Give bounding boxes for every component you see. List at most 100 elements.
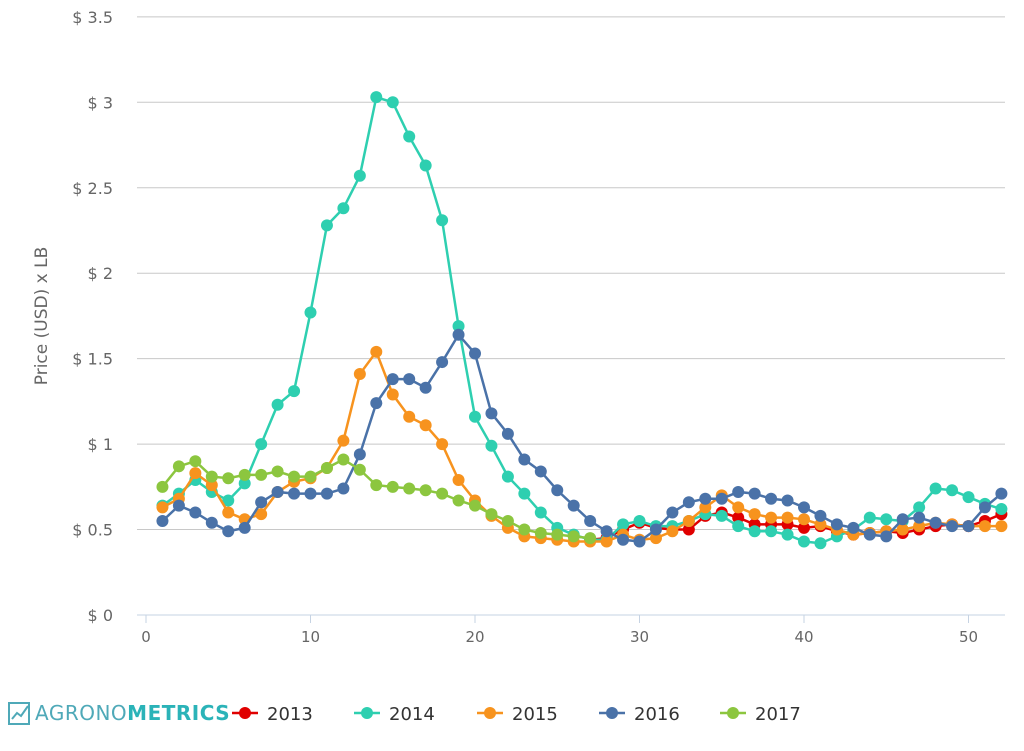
data-point <box>666 506 679 519</box>
legend-marker <box>606 707 618 719</box>
data-point <box>172 499 185 512</box>
legend-item-2015[interactable]: 2015 <box>477 704 558 725</box>
data-point <box>403 373 416 386</box>
y-tick-label: $ 1 <box>88 435 113 454</box>
legend-marker <box>484 707 496 719</box>
data-point <box>452 494 465 507</box>
data-point <box>600 535 613 548</box>
data-point <box>551 484 564 497</box>
data-point <box>896 513 909 526</box>
data-point <box>403 482 416 495</box>
data-point <box>222 506 235 519</box>
data-point <box>995 503 1008 516</box>
data-point <box>649 523 662 536</box>
data-point <box>600 525 613 538</box>
legend-marker <box>727 707 739 719</box>
data-point <box>189 455 202 468</box>
data-point <box>337 434 350 447</box>
data-point <box>649 532 662 545</box>
data-point <box>222 472 235 485</box>
data-point <box>518 453 531 466</box>
legend-label: 2013 <box>267 704 313 725</box>
data-point <box>748 487 761 500</box>
data-point <box>682 496 695 509</box>
data-point <box>337 482 350 495</box>
data-point <box>386 388 399 401</box>
data-point <box>205 516 218 529</box>
data-point <box>830 518 843 531</box>
data-point <box>255 438 268 451</box>
data-point <box>452 328 465 341</box>
data-point <box>551 528 564 541</box>
data-point <box>666 525 679 538</box>
data-point <box>271 485 284 498</box>
data-point <box>205 470 218 483</box>
legend-item-2014[interactable]: 2014 <box>354 704 435 725</box>
data-point <box>913 501 926 514</box>
data-point <box>304 487 317 500</box>
data-point <box>781 494 794 507</box>
data-point <box>633 535 646 548</box>
data-point <box>781 511 794 524</box>
data-point <box>699 492 712 505</box>
data-point <box>995 487 1008 500</box>
series-2016 <box>156 328 1008 548</box>
data-point <box>863 511 876 524</box>
data-point <box>682 523 695 536</box>
data-point <box>189 467 202 480</box>
data-point <box>748 525 761 538</box>
data-point <box>386 480 399 493</box>
legend-marker <box>239 707 251 719</box>
data-point <box>732 501 745 514</box>
legend-item-2016[interactable]: 2016 <box>599 704 680 725</box>
data-point <box>978 520 991 533</box>
x-tick-label: 20 <box>465 628 484 646</box>
data-point <box>501 427 514 440</box>
data-point <box>156 501 169 514</box>
data-point <box>584 532 597 545</box>
data-point <box>288 470 301 483</box>
data-point <box>814 509 827 522</box>
data-point <box>222 494 235 507</box>
data-point <box>271 465 284 478</box>
data-point <box>156 515 169 528</box>
data-point <box>238 521 251 534</box>
data-point <box>617 533 630 546</box>
data-point <box>633 515 646 528</box>
data-point <box>353 463 366 476</box>
data-point <box>765 492 778 505</box>
data-point <box>370 345 383 358</box>
data-point <box>469 410 481 423</box>
x-tick-label: 10 <box>301 628 320 646</box>
y-tick-label: $ 1.5 <box>72 350 113 369</box>
data-point <box>567 530 580 543</box>
data-point <box>337 202 350 215</box>
data-point <box>962 520 975 533</box>
data-point <box>929 516 942 529</box>
data-point <box>469 347 481 360</box>
data-point <box>436 487 449 500</box>
data-point <box>880 530 893 543</box>
series-2014 <box>156 91 1008 550</box>
x-tick-label: 30 <box>630 628 649 646</box>
data-point <box>419 484 432 497</box>
data-point <box>337 453 350 466</box>
data-point <box>485 508 498 521</box>
data-point <box>255 468 268 481</box>
x-tick-label: 40 <box>794 628 813 646</box>
data-point <box>732 511 745 524</box>
x-tick-label: 50 <box>959 628 978 646</box>
data-point <box>320 462 333 475</box>
data-point <box>765 525 778 538</box>
data-point <box>501 470 514 483</box>
y-tick-label: $ 2 <box>88 264 113 283</box>
data-point <box>946 484 959 497</box>
legend-item-2017[interactable]: 2017 <box>720 704 801 725</box>
data-point <box>370 397 383 410</box>
legend-item-2013[interactable]: 2013 <box>232 704 313 725</box>
legend-label: 2017 <box>755 704 801 725</box>
data-point <box>929 482 942 495</box>
data-point <box>370 479 383 492</box>
series-2015 <box>156 345 1008 548</box>
logo-text-a: AGRONO <box>35 701 128 725</box>
